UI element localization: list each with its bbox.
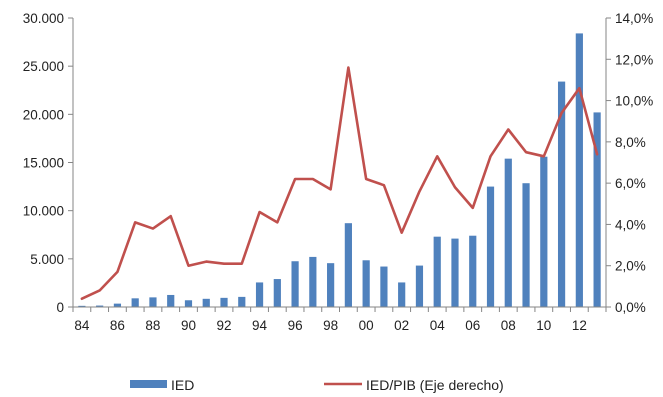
line-ied-pib [80,66,599,301]
bar-2000 [362,260,370,307]
left-tick-label: 10.000 [23,204,64,219]
bar-1999 [344,223,352,307]
x-tick-label: 02 [394,318,409,333]
bar-2010 [540,156,548,307]
bar-1998 [327,263,335,307]
x-tick-label: 86 [110,318,125,333]
x-tick-label: 12 [572,318,587,333]
left-tick-label: 30.000 [23,11,64,26]
x-tick-label: 90 [181,318,196,333]
bar-2002 [398,282,406,307]
x-tick-label: 06 [465,318,480,333]
x-axis-ticks: 84 86 88 90 92 94 96 98 00 02 04 06 08 10 12 [72,307,607,333]
bar-1986 [113,303,122,307]
bar-2003 [415,265,424,307]
line-series [80,66,599,301]
bar-1997 [309,256,317,307]
right-tick-label: 0,0% [615,300,646,315]
right-tick-label: 12,0% [615,52,653,67]
right-tick-label: 6,0% [615,176,646,191]
legend: IED IED/PIB (Eje derecho) [130,377,504,393]
left-tick-label: 0 [56,300,64,315]
bar-1988 [149,297,157,307]
right-tick-label: 2,0% [615,259,646,274]
left-tick-label: 5.000 [30,252,64,267]
x-tick-label: 96 [288,318,303,333]
x-tick-label: 04 [430,318,446,333]
bar-1990 [184,300,193,307]
bar-2013 [593,112,601,307]
x-tick-label: 88 [145,318,160,333]
x-tick-label: 10 [536,318,551,333]
bar-2005 [451,238,459,307]
bar-1985 [96,305,104,307]
x-tick-label: 08 [501,318,516,333]
right-tick-label: 4,0% [615,217,646,232]
bar-2001 [380,266,388,307]
bar-2008 [504,158,512,307]
bar-1984 [78,305,86,307]
left-tick-label: 25.000 [23,59,64,74]
right-axis-ticks: 0,0% 2,0% 4,0% 6,0% 8,0% 10,0% 12,0% 14,0% [606,11,653,315]
right-tick-label: 14,0% [615,11,653,26]
left-axis-ticks: 0 5.000 10.000 15.000 20.000 25.000 30.000 [23,11,73,315]
x-tick-label: 00 [359,318,374,333]
left-tick-label: 20.000 [23,107,64,122]
bar-1992 [220,297,228,307]
bar-1996 [291,261,299,307]
right-tick-label: 8,0% [615,135,646,150]
bar-1991 [202,298,210,307]
bar-1994 [255,282,264,307]
left-tick-label: 15.000 [23,156,64,171]
x-tick-label: 84 [74,318,90,333]
x-tick-label: 92 [217,318,232,333]
x-tick-label: 98 [323,318,338,333]
bar-2006 [469,235,477,307]
legend-swatch-ied [130,380,167,388]
bar-2007 [486,186,495,307]
legend-label-ied: IED [171,377,194,393]
bar-2011 [557,81,566,307]
bar-1987 [131,298,139,307]
bar-1989 [167,294,175,307]
bar-2012 [575,33,583,307]
bar-1993 [238,296,246,307]
legend-label-ied-pib: IED/PIB (Eje derecho) [366,377,504,393]
bar-2004 [433,236,441,307]
bar-2009 [522,183,530,307]
bar-series [78,33,601,307]
x-tick-label: 94 [252,318,268,333]
bar-1995 [273,279,281,307]
right-tick-label: 10,0% [615,94,653,109]
